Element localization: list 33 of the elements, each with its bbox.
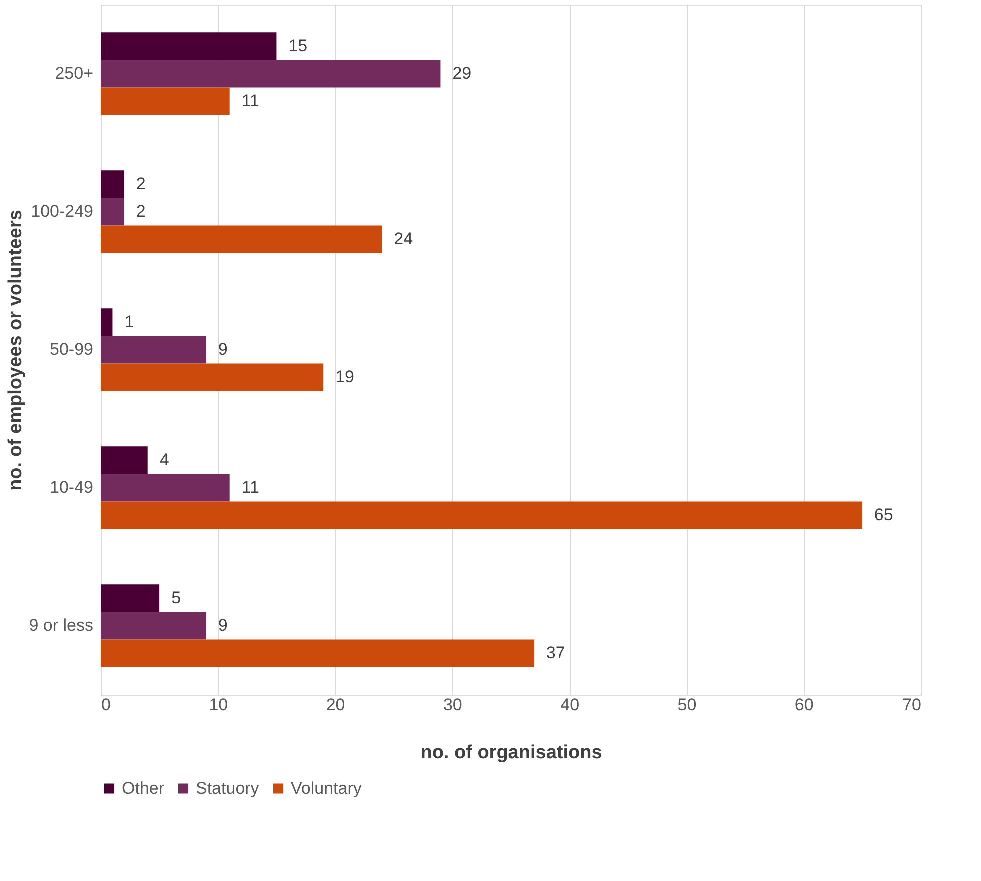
data-label: 11 [242, 478, 260, 497]
data-label: 37 [546, 644, 566, 663]
x-tick-label: 10 [209, 696, 228, 714]
y-tick-label: 250+ [55, 64, 94, 83]
y-axis-title: no. of employees or volunteers [5, 210, 26, 491]
data-label: 1 [124, 312, 134, 332]
data-label: 5 [172, 588, 182, 608]
legend-label: Statuory [196, 778, 260, 798]
y-tick-label: 50-99 [50, 340, 94, 359]
x-tick-label: 20 [326, 696, 346, 714]
data-label: 29 [452, 64, 472, 83]
x-axis-title: no. of organisations [420, 742, 602, 764]
data-label: 9 [218, 340, 228, 359]
data-label: 65 [874, 506, 894, 525]
legend-label: Other [122, 778, 165, 798]
x-tick-label: 50 [678, 696, 697, 714]
x-tick-label: 30 [443, 696, 462, 714]
x-tick-label: 40 [560, 696, 580, 714]
x-tick-label: 70 [902, 696, 922, 714]
y-tick-label: 100-249 [31, 202, 94, 221]
data-label: 2 [136, 202, 146, 221]
data-label: 15 [288, 36, 308, 56]
data-label: 24 [394, 230, 414, 249]
data-label: 4 [160, 450, 170, 470]
data-label: 19 [336, 368, 354, 387]
data-label: 2 [136, 174, 146, 194]
y-tick-label: 10-49 [50, 478, 94, 497]
legend-label: Voluntary [291, 778, 362, 798]
data-label: 11 [242, 92, 260, 111]
x-tick-label: 0 [102, 696, 111, 714]
x-tick-label: 60 [794, 696, 814, 714]
y-tick-label: 9 or less [29, 616, 94, 635]
data-label: 9 [218, 616, 228, 635]
